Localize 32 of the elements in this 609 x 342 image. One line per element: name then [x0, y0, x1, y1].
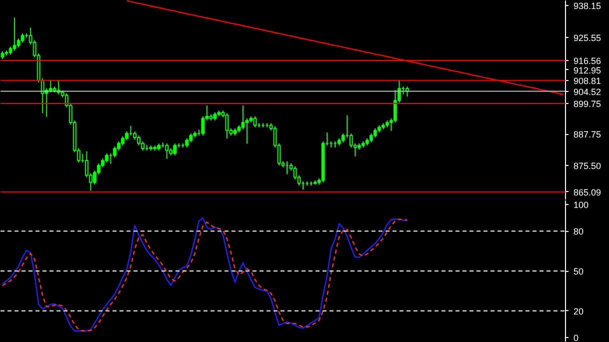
ref-line-label: 908.81	[574, 76, 602, 86]
y-tick-label: 887.75	[574, 130, 602, 140]
candlestick	[12, 17, 16, 52]
candlestick	[173, 142, 177, 156]
y-tick-label: 912.95	[574, 65, 602, 76]
candlestick	[121, 136, 124, 146]
candlestick	[373, 128, 377, 138]
ref-line-label: 899.75	[574, 98, 602, 109]
candlestick	[253, 116, 257, 128]
candlestick	[113, 146, 116, 158]
candlestick	[20, 32, 24, 44]
ref-line-label: 904.52	[574, 86, 602, 97]
candlestick	[225, 112, 229, 140]
y-tick-label: 20	[574, 306, 584, 316]
candlestick	[201, 116, 205, 136]
candlestick	[104, 152, 108, 164]
candlestick	[137, 134, 140, 146]
candlestick	[141, 140, 144, 152]
y-tick-label: 925.55	[574, 33, 602, 44]
y-tick-label: 938.15	[574, 0, 602, 11]
candlestick	[293, 166, 297, 180]
y-tick-label: 100	[574, 200, 589, 210]
candlestick	[185, 138, 189, 148]
candlestick	[48, 79, 52, 93]
y-tick-label: 0	[574, 333, 579, 342]
candlestick	[165, 142, 168, 160]
y-tick-label: 875.50	[574, 160, 602, 171]
y-tick-label: 50	[574, 266, 584, 276]
ref-line-label: 916.56	[574, 56, 602, 66]
candlestick	[241, 104, 245, 130]
y-tick-label: 80	[574, 226, 584, 237]
ref-line-label: 865.09	[574, 187, 602, 198]
